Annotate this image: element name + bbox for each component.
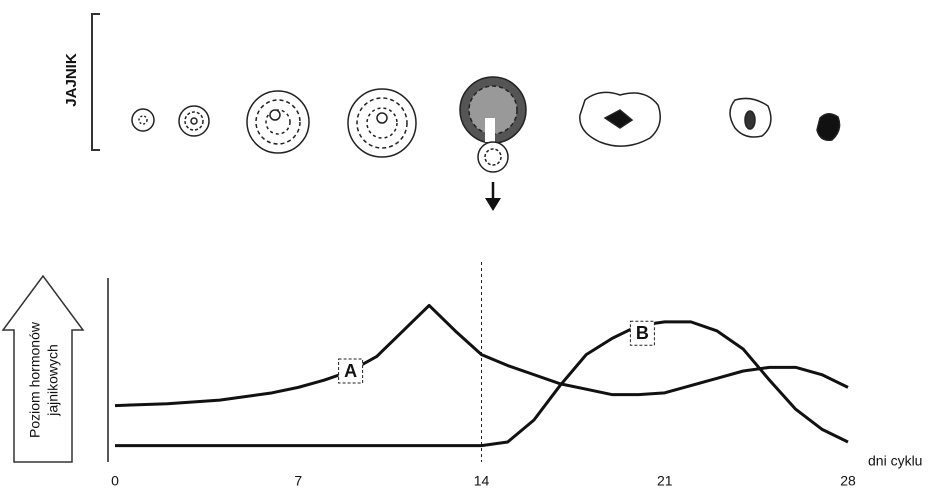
- x-tick-label: 28: [840, 473, 856, 489]
- series-name: B: [636, 323, 649, 343]
- y-label: Poziom hormonów: [27, 321, 43, 438]
- y-label: jajnikowych: [45, 344, 61, 417]
- bracket: [92, 14, 100, 150]
- y-arrow: [3, 276, 83, 462]
- arrow-head: [485, 198, 501, 211]
- ovary-label: JAJNIK: [63, 53, 80, 107]
- x-label: dni cyklu: [868, 453, 922, 469]
- x-tick-label: 14: [474, 473, 490, 489]
- follicles: [132, 77, 840, 172]
- x-tick-label: 21: [657, 473, 673, 489]
- x-tick-label: 0: [111, 473, 119, 489]
- series-name: A: [344, 361, 357, 381]
- x-tick-label: 7: [294, 473, 302, 489]
- figure: JAJNIK Poziom hormonów jajnikowych dni c…: [0, 0, 951, 492]
